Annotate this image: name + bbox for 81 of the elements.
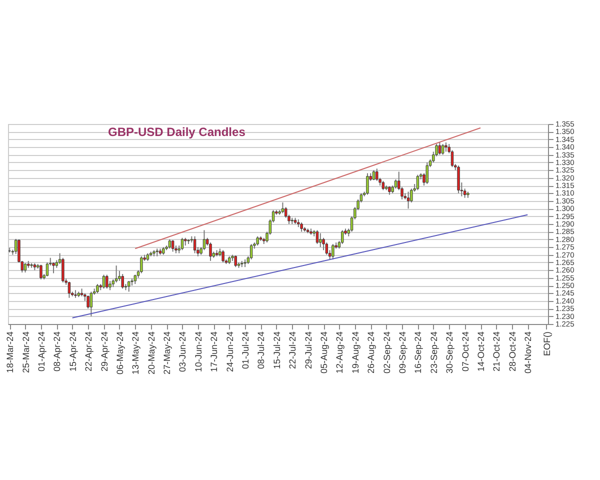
- candlestick: [106, 274, 108, 290]
- candlestick: [24, 262, 27, 273]
- candlestick: [52, 262, 55, 274]
- x-tick-label: 10-Jun-24: [193, 332, 204, 372]
- candlestick: [102, 274, 106, 290]
- candlestick: [441, 144, 444, 156]
- x-tick-label: 08-Jul-24: [256, 332, 266, 370]
- x-tick-label: 29-Apr-24: [99, 332, 110, 372]
- candlestick: [457, 165, 460, 194]
- candlestick: [281, 202, 284, 214]
- candlestick: [319, 232, 322, 248]
- candlestick: [140, 256, 143, 274]
- candlestick: [168, 238, 172, 250]
- candlestick: [426, 162, 428, 184]
- x-tick-label: 01-Apr-24: [36, 332, 46, 372]
- candlestick: [180, 237, 184, 251]
- candlestick: [62, 257, 64, 283]
- x-tick-label: 27-May-24: [162, 332, 172, 375]
- candlestick: [416, 174, 420, 191]
- x-tick-label: 24-Jun-24: [224, 332, 235, 372]
- x-tick-label: 30-Sep-24: [444, 332, 455, 374]
- candlestick: [438, 142, 442, 156]
- x-tick-label: 15-Jul-24: [272, 332, 282, 370]
- x-tick-label: 04-Nov-24: [523, 332, 534, 374]
- candlestick: [96, 284, 99, 294]
- x-tick-label: 13-May-24: [130, 332, 141, 375]
- x-tick-label: 22-Apr-24: [84, 332, 94, 372]
- x-tick-label: 16-Sep-24: [413, 332, 424, 374]
- candlestick: [128, 280, 130, 292]
- x-tick-label: 22-Jul-24: [288, 332, 298, 370]
- candlestick: [250, 244, 253, 260]
- candlestick: [202, 230, 206, 251]
- candlestick: [40, 264, 42, 280]
- candlestick: [300, 222, 303, 232]
- candlestick: [372, 170, 376, 181]
- candlestick: [394, 178, 398, 190]
- candlestick: [341, 230, 344, 244]
- x-tick-label: 06-May-24: [114, 332, 125, 375]
- candlestick: [366, 172, 369, 196]
- x-tick-label: 01-Jul-24: [240, 332, 251, 370]
- candlestick: [222, 250, 224, 263]
- x-tick-label: 20-May-24: [146, 332, 156, 375]
- candlestick: [209, 242, 212, 262]
- x-tick-label: 28-Oct-24: [507, 332, 518, 372]
- x-tick-label: 07-Oct-24: [460, 332, 470, 372]
- candlestick: [46, 262, 49, 277]
- x-tick-label: 05-Aug-24: [319, 332, 330, 374]
- x-tick-label: 29-Jul-24: [303, 332, 314, 370]
- candlestick: [406, 191, 410, 210]
- x-tick-label: 09-Sep-24: [398, 332, 408, 374]
- x-tick-label: 19-Aug-24: [350, 332, 360, 374]
- candlestick: [121, 274, 124, 290]
- candlestick: [90, 291, 93, 317]
- x-tick-label: 15-Apr-24: [68, 332, 78, 372]
- x-tick-label: 14-Oct-24: [476, 332, 486, 372]
- candlestick: [376, 168, 378, 182]
- x-tick-label: 08-Apr-24: [52, 332, 62, 372]
- candlestick: [444, 142, 448, 152]
- x-tick-label: 02-Sep-24: [382, 332, 392, 374]
- chart-title: GBP-USD Daily Candles: [108, 125, 246, 139]
- x-tick-label: 12-Aug-24: [334, 332, 345, 374]
- x-tick-label: 21-Oct-24: [492, 332, 502, 372]
- candlestick: [171, 240, 174, 252]
- x-tick-label: EOF(): [542, 332, 552, 356]
- candlestick: [256, 236, 259, 246]
- candlestick: [325, 242, 328, 256]
- candlestick: [332, 244, 334, 260]
- candlestick: [86, 295, 90, 310]
- candlestick: [316, 230, 319, 244]
- x-tick-label: 03-Jun-24: [178, 332, 188, 372]
- candlestick: [108, 280, 112, 291]
- x-tick-label: 23-Sep-24: [428, 332, 439, 374]
- candlestick: [234, 255, 237, 268]
- candlestick: [68, 281, 71, 298]
- candlestick: [322, 237, 325, 251]
- x-tick-label: 25-Mar-24: [20, 332, 31, 374]
- x-tick-label: 26-Aug-24: [366, 332, 376, 374]
- candlestick: [382, 180, 385, 191]
- x-tick-label: 18-Mar-24: [5, 332, 16, 374]
- candlestick: [193, 236, 196, 254]
- x-tick-label: 17-Jun-24: [209, 332, 220, 372]
